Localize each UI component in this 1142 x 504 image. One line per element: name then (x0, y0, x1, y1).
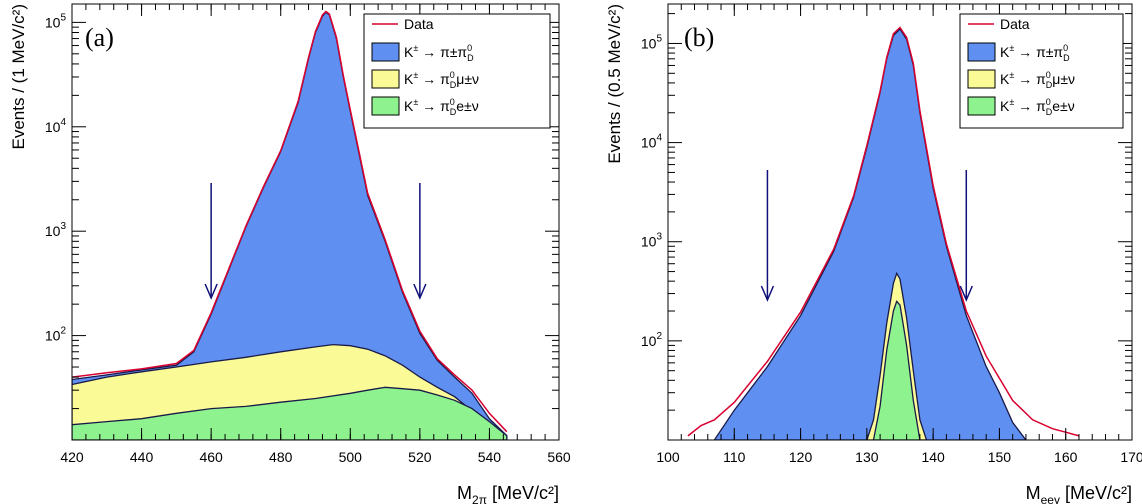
panel-b-ylabel: Events / (0.5 MeV/c²) (605, 4, 624, 164)
panel-a: 420 440 460 480 500 520 540 560 102 103 104 105 Dat… (9, 3, 571, 504)
svg-text:Data: Data (404, 16, 434, 32)
svg-text:K± → π±π0D: K± → π±π0 D (1000, 43, 1070, 63)
panel-b-data-line (687, 26, 1080, 437)
panel-b-arrow-1 (959, 170, 973, 302)
panel-b: 100 110 120 130 140 150 160 170 102 103 104 105 Dat… (605, 3, 1142, 504)
panel-a-xtick-label: 560 (547, 449, 571, 465)
panel-a-xlabel: M2π [MeV/c²] (457, 483, 559, 504)
panel-a-ytick-label: 104 (45, 117, 67, 135)
panel-a-xtick-label: 540 (478, 449, 502, 465)
svg-text:K± → π±π0D: K± → π±π0 D (404, 43, 474, 63)
panel-a-legend-entry-0: Data (372, 16, 434, 32)
panel-a-arrow-0 (204, 183, 218, 300)
panel-a-histograms (72, 10, 508, 440)
panel-a-series-2 (72, 386, 508, 440)
panel-b-legend: Data K± → π±π0 D K± → π0 Dμ±ν K± → π0 De±ν (959, 13, 1124, 129)
panel-b-xtick-label: 140 (921, 449, 945, 465)
panel-a-data-line (72, 10, 508, 433)
panel-a-ytick-label: 103 (45, 221, 67, 239)
panel-a-cut-arrows (204, 183, 427, 300)
panel-b-series-2 (872, 300, 921, 440)
panel-a-ylabel: Events / (1 MeV/c²) (9, 4, 28, 149)
panel-b-xtick-label: 170 (1120, 449, 1142, 465)
panel-b-xlabel-unit: [MeV/c²] (1060, 483, 1132, 503)
panel-a-label: (a) (85, 23, 114, 52)
panel-b-ytick-label: 105 (641, 33, 663, 51)
panel-b-frame (667, 3, 1133, 441)
panel-b-xtick-label: 130 (855, 449, 879, 465)
panel-a-xtick-label: 460 (199, 449, 223, 465)
panel-b-xtick-label: 160 (1054, 449, 1078, 465)
panel-b-xlabel: Meeγ [MeV/c²] (1026, 483, 1132, 504)
panel-a-legend-entry-2: K± → π0 Dμ±ν (371, 69, 479, 90)
panel-b-cut-arrows (760, 170, 973, 302)
panel-a-xtick-label: 520 (408, 449, 432, 465)
panel-b-xlabel-main: M (1026, 483, 1041, 503)
panel-a-xtick-label: 440 (130, 449, 154, 465)
panel-b-legend-entry-0: Data (968, 16, 1030, 32)
panel-b-xtick-label: 110 (723, 449, 746, 465)
panel-a-xlabel-sub: 2π (472, 493, 487, 504)
panel-b-arrow-0 (760, 170, 775, 302)
panel-a-xtick-label: 420 (60, 449, 84, 465)
panel-a-ytick-label: 102 (45, 326, 67, 344)
panel-a-xlabel-main: M (457, 483, 472, 503)
panel-a-axis-ticks: 420 440 460 480 500 520 540 560 102 103 104 105 (45, 4, 571, 465)
panel-b-ytick-label: 104 (641, 133, 663, 151)
panel-b-ytick-label: 103 (641, 232, 663, 250)
panel-b-legend-entry-3: K± → π0 De±ν (967, 96, 1075, 117)
panel-b-xtick-label: 120 (789, 449, 813, 465)
panel-a-xlabel-unit: [MeV/c²] (487, 483, 559, 503)
panel-b-axis-ticks: 100 110 120 130 140 150 160 170 102 103 104 105 (641, 4, 1142, 465)
panel-b-xtick-label: 100 (656, 449, 680, 465)
svg-text:Data: Data (1000, 16, 1030, 32)
panel-b-legend-entry-1: K± → π±π0 D (967, 42, 1070, 63)
panel-a-frame (71, 3, 560, 441)
panel-b-label: (b) (684, 23, 714, 52)
panel-b-ytick-label: 102 (641, 331, 663, 349)
panel-b-histograms (687, 26, 1080, 440)
panel-a-xtick-label: 500 (339, 449, 363, 465)
panel-a-legend-entry-1: K± → π±π0 D (371, 42, 474, 63)
panel-b-xlabel-sub: eeγ (1041, 493, 1060, 504)
panel-a-ytick-label: 105 (45, 12, 67, 30)
panel-b-legend-entry-2: K± → π0 Dμ±ν (967, 69, 1075, 90)
panel-a-arrow-1 (413, 183, 427, 300)
panel-b-series-0 (713, 27, 1027, 440)
panel-b-xtick-label: 150 (988, 449, 1012, 465)
panel-a-legend-entry-3: K± → π0 De±ν (371, 96, 479, 117)
panel-a-xtick-label: 480 (269, 449, 293, 465)
panel-a-legend: Data K± → π±π0 D K± → π0 Dμ±ν K± → π0 De±ν (363, 13, 551, 129)
